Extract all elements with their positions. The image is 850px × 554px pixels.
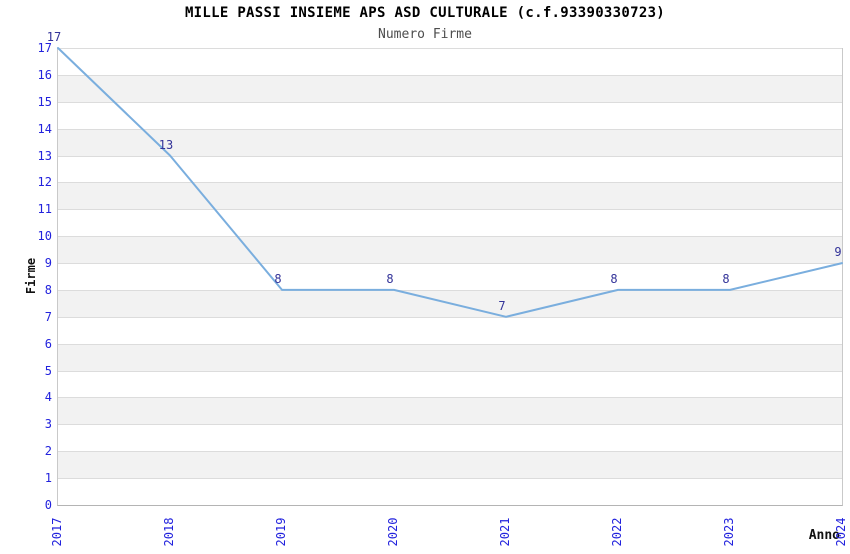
gridline: [58, 102, 842, 103]
y-tick-label: 12: [37, 175, 52, 190]
x-tick-label: 2024: [834, 517, 848, 547]
y-tick-label: 5: [44, 363, 52, 378]
plot-band: [58, 343, 842, 371]
x-tick-label: 2020: [386, 517, 400, 547]
x-tick-label: 2017: [50, 517, 64, 547]
x-axis-title: Anno: [808, 528, 840, 543]
gridline: [58, 156, 842, 157]
x-tick-label: 2018: [162, 517, 176, 547]
data-label: 8: [274, 271, 282, 286]
y-tick-label: 17: [37, 41, 52, 55]
gridline: [58, 209, 842, 210]
x-tick-label: 2019: [274, 517, 288, 547]
data-label: 13: [158, 137, 174, 152]
gridline: [58, 344, 842, 345]
gridline: [58, 371, 842, 372]
chart-title: MILLE PASSI INSIEME APS ASD CULTURALE (c…: [184, 5, 666, 21]
plot-band: [58, 128, 842, 156]
y-tick-label: 9: [44, 256, 52, 271]
y-tick-label: 16: [37, 67, 52, 82]
plot-area: [57, 47, 843, 506]
gridline: [58, 182, 842, 183]
y-tick-label: 15: [37, 94, 52, 109]
data-label: 8: [386, 271, 394, 286]
x-tick-label: 2023: [722, 517, 736, 547]
data-label: 9: [834, 245, 842, 260]
plot-band: [58, 74, 842, 102]
gridline: [58, 478, 842, 479]
plot-band: [58, 451, 842, 479]
chart-subtitle: Numero Firme: [378, 27, 472, 42]
plot-band: [58, 182, 842, 210]
gridline: [58, 290, 842, 291]
data-label: 7: [498, 298, 506, 313]
gridline: [58, 48, 842, 49]
gridline: [58, 129, 842, 130]
numero-firme-line: [57, 47, 843, 318]
gridline: [58, 263, 842, 264]
y-tick-label: 11: [37, 202, 52, 217]
data-label: 8: [722, 271, 730, 286]
y-tick-label: 6: [44, 336, 52, 351]
line-series-svg: [57, 47, 843, 318]
y-tick-label: 3: [44, 417, 52, 432]
gridline: [58, 424, 842, 425]
y-tick-label: 0: [44, 498, 52, 512]
gridline: [58, 75, 842, 76]
y-tick-label: 14: [37, 121, 52, 136]
plot-band: [58, 236, 842, 264]
x-tick-label: 2021: [498, 517, 512, 547]
y-tick-label: 2: [44, 444, 52, 459]
data-label: 8: [610, 271, 618, 286]
plot-band: [58, 397, 842, 425]
y-tick-label: 7: [44, 309, 52, 324]
y-tick-label: 8: [44, 282, 52, 297]
gridline: [58, 451, 842, 452]
gridline: [58, 397, 842, 398]
y-tick-label: 10: [37, 229, 52, 244]
y-tick-label: 1: [44, 471, 52, 486]
y-tick-label: 13: [37, 148, 52, 163]
x-tick-label: 2022: [610, 517, 624, 547]
gridline: [58, 317, 842, 318]
data-label: 17: [46, 30, 62, 44]
gridline: [58, 236, 842, 237]
y-tick-label: 4: [44, 390, 52, 405]
